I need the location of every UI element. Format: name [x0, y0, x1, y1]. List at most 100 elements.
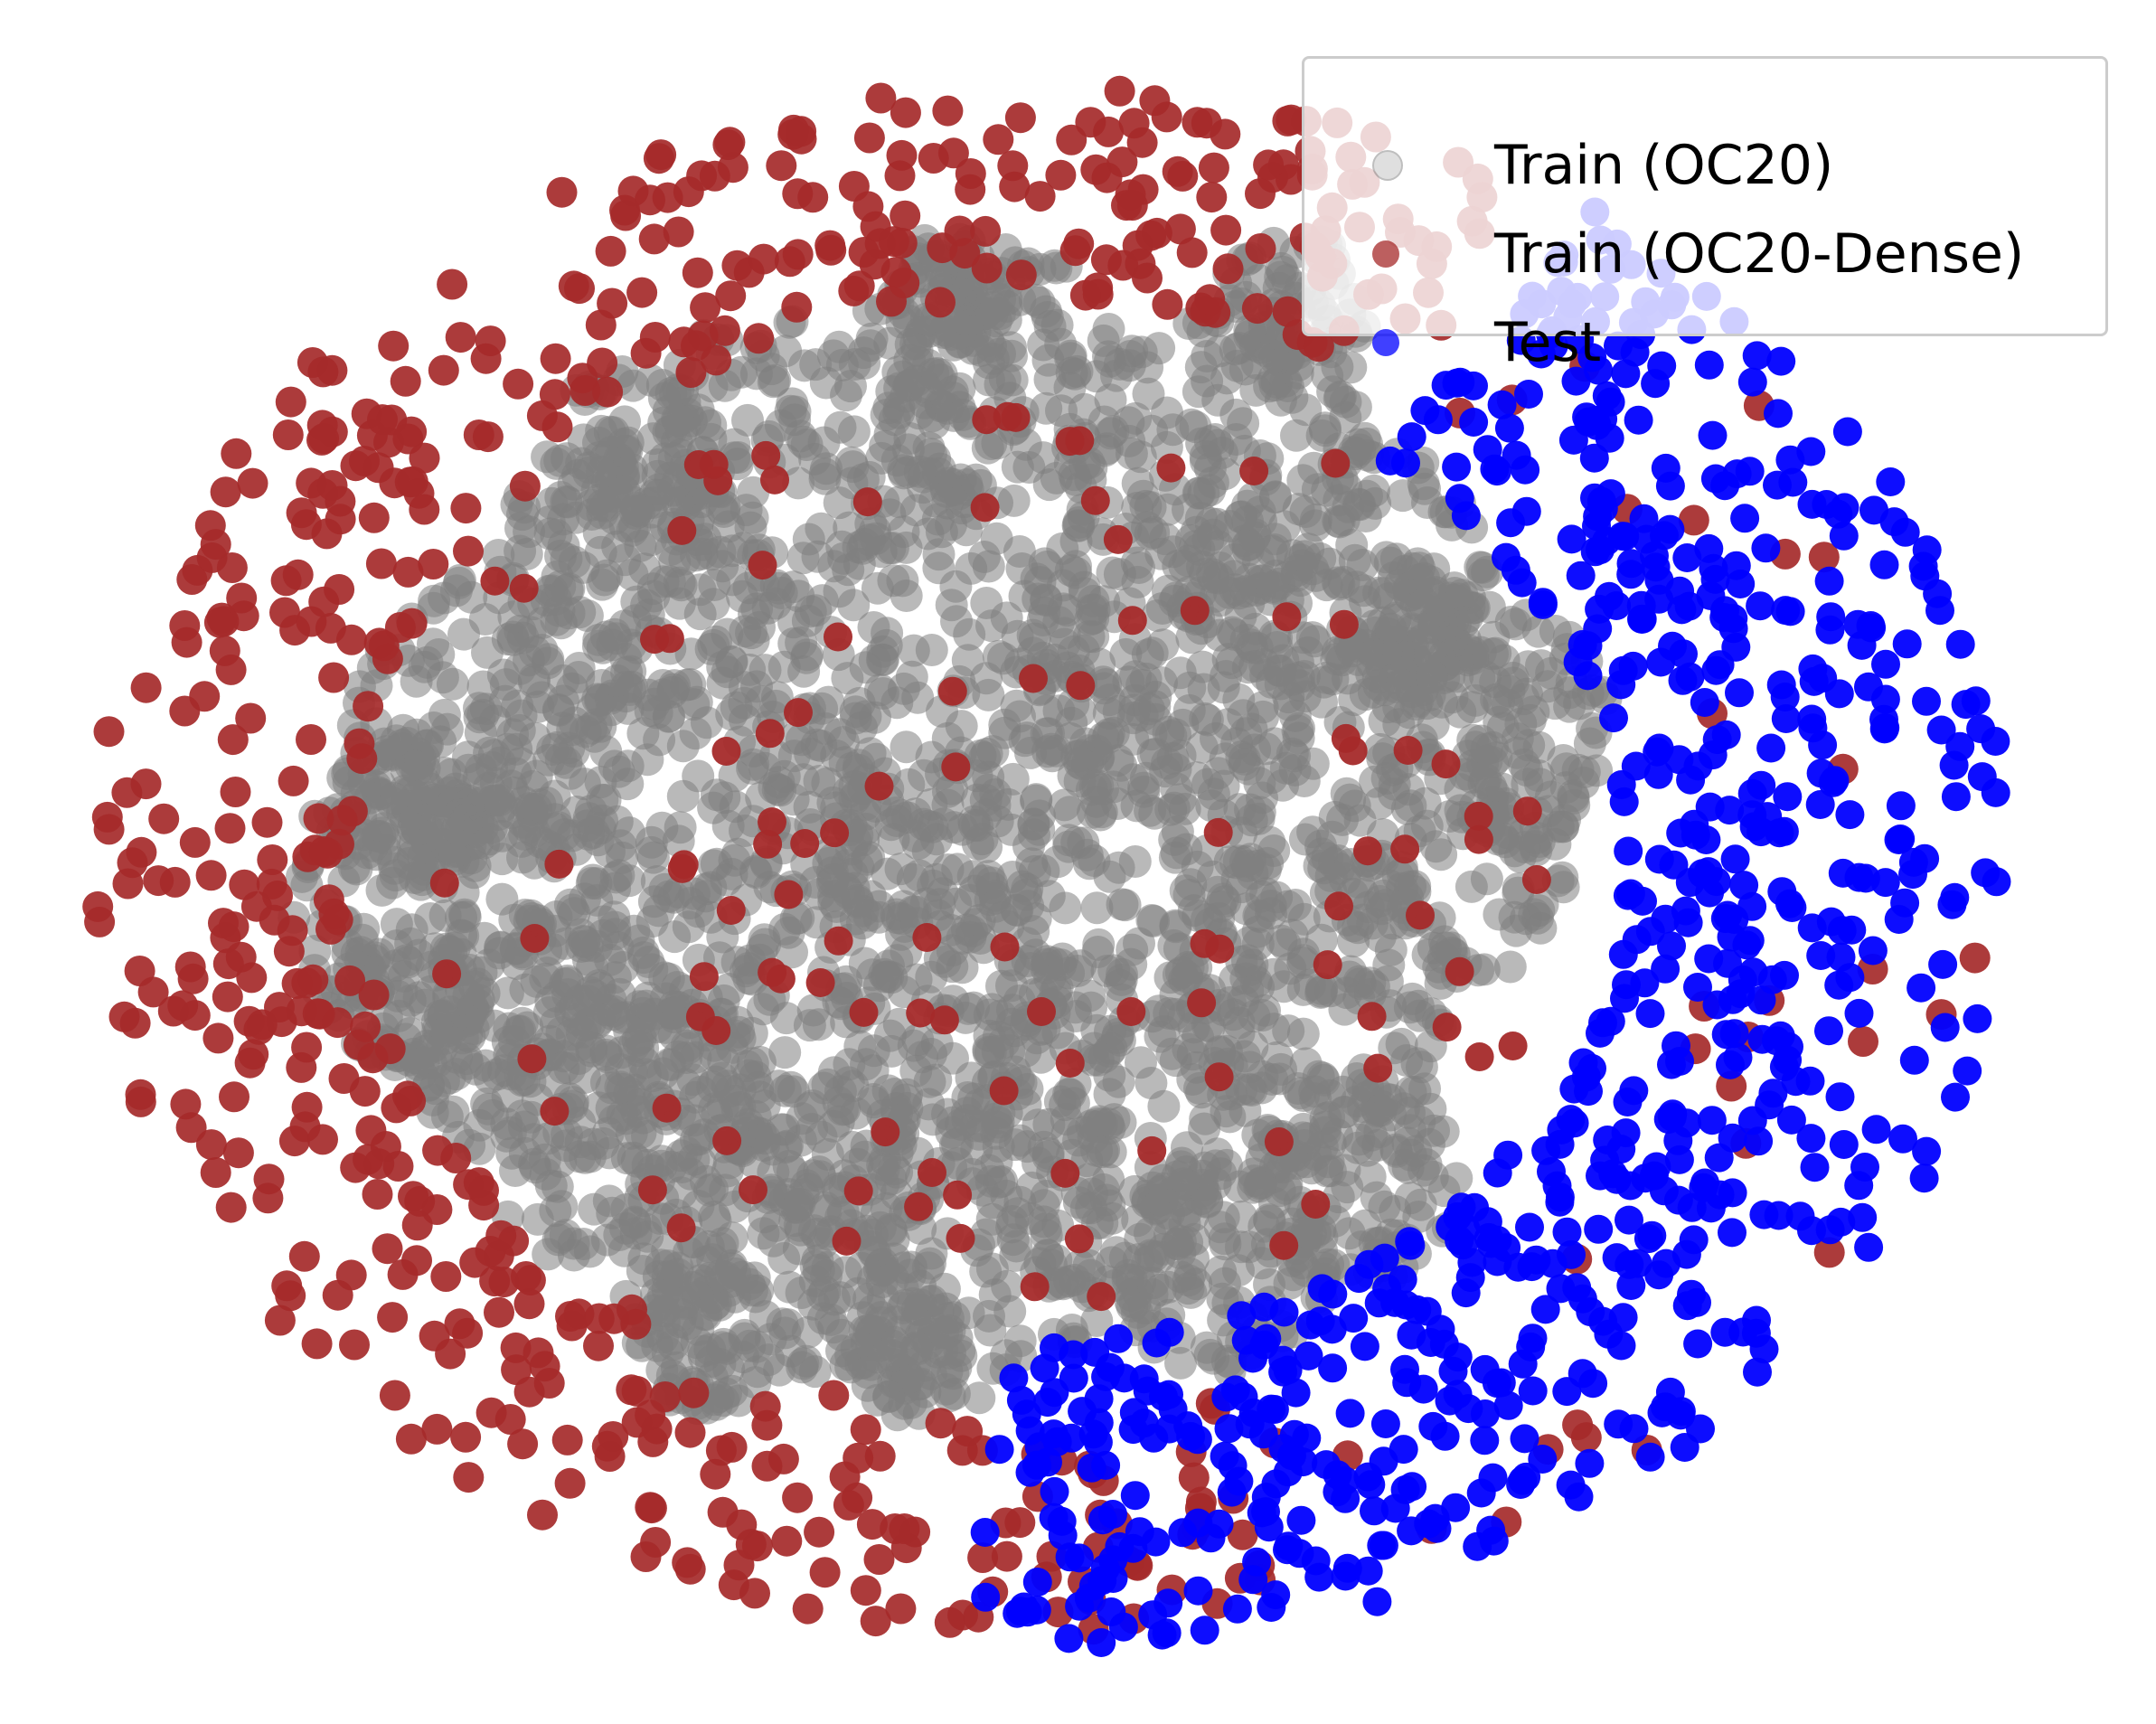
train-oc20-dense-point — [937, 676, 967, 706]
train-oc20-point — [1272, 1014, 1305, 1048]
train-oc20-point — [1225, 500, 1258, 533]
train-oc20-dense-point — [117, 847, 148, 879]
train-oc20-dense-point — [509, 573, 539, 603]
train-oc20-dense-point — [637, 1175, 667, 1205]
train-oc20-dense-point — [686, 160, 718, 192]
train-oc20-dense-point — [890, 200, 921, 231]
train-oc20-dense-point — [1055, 427, 1085, 457]
train-oc20-point — [574, 795, 607, 827]
train-oc20-dense-point — [430, 1261, 462, 1292]
train-oc20-dense-point — [1353, 836, 1382, 866]
train-oc20-dense-point — [445, 322, 476, 353]
train-oc20-point — [666, 779, 700, 813]
train-oc20-dense-point — [523, 1337, 554, 1369]
train-oc20-point — [578, 1192, 611, 1226]
train-oc20-point — [1343, 433, 1377, 466]
train-oc20-point — [915, 634, 948, 666]
train-oc20-point — [1077, 1043, 1110, 1077]
train-oc20-point — [539, 1194, 572, 1228]
train-oc20-dense-point — [203, 607, 235, 638]
train-oc20-point — [489, 668, 523, 702]
train-oc20-dense-point — [299, 834, 331, 866]
train-oc20-point — [789, 1344, 823, 1378]
train-oc20-dense-point — [1176, 237, 1208, 268]
train-oc20-dense-point — [311, 518, 343, 550]
train-oc20-dense-point — [1122, 230, 1153, 261]
train-oc20-dense-point — [1204, 1062, 1234, 1092]
train-oc20-dense-point — [1055, 1049, 1085, 1078]
train-oc20-dense-point — [889, 268, 920, 298]
train-oc20-dense-point — [484, 1296, 514, 1328]
train-oc20-point — [1137, 904, 1170, 937]
train-oc20-point — [586, 568, 619, 601]
train-oc20-dense-point — [781, 291, 813, 323]
train-oc20-dense-point — [450, 1421, 482, 1453]
train-oc20-dense-point — [1498, 1032, 1528, 1060]
train-oc20-point — [1166, 1167, 1200, 1201]
train-oc20-dense-point — [517, 1044, 547, 1074]
train-oc20-point — [452, 753, 485, 787]
train-oc20-point — [984, 368, 1017, 401]
train-oc20-dense-point — [849, 997, 879, 1027]
train-oc20-dense-point — [683, 450, 713, 479]
train-oc20-point — [1103, 558, 1136, 591]
train-oc20-point — [646, 678, 680, 711]
train-oc20-dense-point — [652, 1093, 682, 1123]
train-oc20-point — [604, 1053, 637, 1086]
train-oc20-point — [595, 465, 627, 497]
train-oc20-dense-point — [774, 880, 804, 909]
train-oc20-dense-point — [1239, 457, 1269, 485]
train-oc20-dense-point — [1959, 942, 1991, 974]
train-oc20-point — [1222, 683, 1256, 716]
train-oc20-point — [1367, 879, 1400, 912]
train-oc20-dense-point — [925, 1408, 956, 1439]
train-oc20-point — [834, 446, 868, 479]
train-oc20-dense-point — [418, 549, 449, 579]
train-oc20-point — [1328, 993, 1361, 1026]
train-oc20-dense-point — [943, 1180, 973, 1210]
train-oc20-dense-point — [421, 1413, 453, 1445]
train-oc20-point — [871, 1074, 905, 1107]
train-oc20-point — [949, 513, 983, 547]
train-oc20-point — [1001, 450, 1034, 484]
train-oc20-point — [767, 759, 801, 793]
train-oc20-point — [1112, 406, 1145, 439]
train-oc20-dense-point — [771, 1525, 803, 1557]
train-oc20-point — [608, 435, 642, 467]
train-oc20-dense-point — [220, 777, 251, 807]
train-oc20-dense-point — [82, 890, 114, 922]
train-oc20-point — [459, 1052, 493, 1086]
train-oc20-dense-point — [667, 515, 697, 545]
train-oc20-dense-point — [1512, 796, 1542, 826]
train-oc20-dense-point — [1196, 182, 1228, 213]
train-oc20-point — [1091, 721, 1125, 755]
train-oc20-point — [940, 605, 973, 638]
train-oc20-dense-point — [362, 1179, 393, 1210]
train-oc20-point — [1096, 1201, 1129, 1235]
train-oc20-point — [626, 717, 660, 750]
train-oc20-point — [622, 924, 655, 957]
train-oc20-point — [972, 678, 1005, 711]
train-oc20-dense-point — [1152, 288, 1183, 320]
train-oc20-point — [967, 541, 1001, 573]
train-oc20-dense-point — [494, 1404, 526, 1435]
train-oc20-dense-point — [251, 806, 283, 838]
train-oc20-point — [810, 1259, 843, 1292]
train-oc20-point — [1125, 1046, 1157, 1079]
train-oc20-point — [1357, 474, 1390, 507]
train-oc20-point — [1151, 396, 1183, 429]
train-oc20-dense-point — [678, 1377, 710, 1408]
train-oc20-point — [416, 1083, 449, 1116]
test-point — [1397, 1320, 1426, 1350]
train-oc20-point — [1191, 903, 1223, 936]
train-oc20-dense-point — [1203, 817, 1233, 847]
train-oc20-point — [1159, 752, 1192, 786]
train-oc20-dense-point — [1329, 609, 1359, 639]
train-oc20-dense-point — [453, 1462, 485, 1493]
train-oc20-point — [1102, 1065, 1135, 1098]
test-point — [1963, 1003, 1992, 1033]
train-oc20-point — [1064, 739, 1097, 772]
train-oc20-point — [959, 463, 993, 496]
train-oc20-point — [531, 440, 564, 474]
train-oc20-point — [567, 924, 600, 957]
